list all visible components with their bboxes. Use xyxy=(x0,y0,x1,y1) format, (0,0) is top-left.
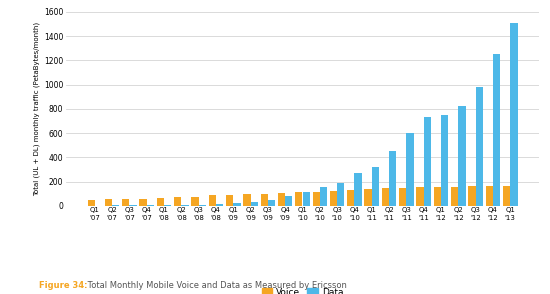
Bar xyxy=(191,197,199,206)
Bar xyxy=(382,188,389,206)
Bar xyxy=(476,87,483,206)
Bar xyxy=(416,187,424,206)
Bar xyxy=(372,167,379,206)
Bar xyxy=(365,189,372,206)
Bar xyxy=(157,198,164,206)
Bar xyxy=(441,116,448,206)
Bar xyxy=(295,193,303,206)
Bar xyxy=(493,54,500,206)
Bar xyxy=(312,192,320,206)
Bar xyxy=(261,194,268,206)
Bar xyxy=(424,117,431,206)
Bar xyxy=(347,190,354,206)
Bar xyxy=(105,199,112,206)
Bar xyxy=(486,186,493,206)
Bar xyxy=(389,151,397,206)
Bar xyxy=(285,196,293,206)
Bar xyxy=(337,183,344,206)
Bar xyxy=(434,187,441,206)
Bar xyxy=(251,202,258,206)
Bar xyxy=(451,187,458,206)
Legend: Voice, Data: Voice, Data xyxy=(258,284,347,294)
Bar xyxy=(174,197,182,206)
Bar xyxy=(503,186,510,206)
Bar xyxy=(354,173,362,206)
Bar xyxy=(147,205,154,206)
Y-axis label: Total (UL + DL) monthly traffic (PetaBytes/month): Total (UL + DL) monthly traffic (PetaByt… xyxy=(33,22,40,196)
Bar xyxy=(233,203,240,206)
Bar xyxy=(469,186,476,206)
Bar xyxy=(510,23,518,206)
Bar xyxy=(164,205,171,206)
Text: Figure 34:: Figure 34: xyxy=(39,280,87,290)
Bar xyxy=(140,198,147,206)
Bar xyxy=(302,193,310,206)
Bar xyxy=(87,200,95,206)
Bar xyxy=(243,194,251,206)
Bar xyxy=(208,196,216,206)
Bar xyxy=(182,205,189,206)
Bar xyxy=(330,191,337,206)
Bar xyxy=(268,200,275,206)
Bar xyxy=(399,188,406,206)
Bar xyxy=(226,195,233,206)
Text: Total Monthly Mobile Voice and Data as Measured by Ericsson: Total Monthly Mobile Voice and Data as M… xyxy=(85,280,347,290)
Bar xyxy=(278,193,285,206)
Bar xyxy=(199,205,206,206)
Bar xyxy=(406,133,414,206)
Bar xyxy=(216,204,223,206)
Bar xyxy=(122,199,129,206)
Bar xyxy=(320,187,327,206)
Bar xyxy=(458,106,465,206)
